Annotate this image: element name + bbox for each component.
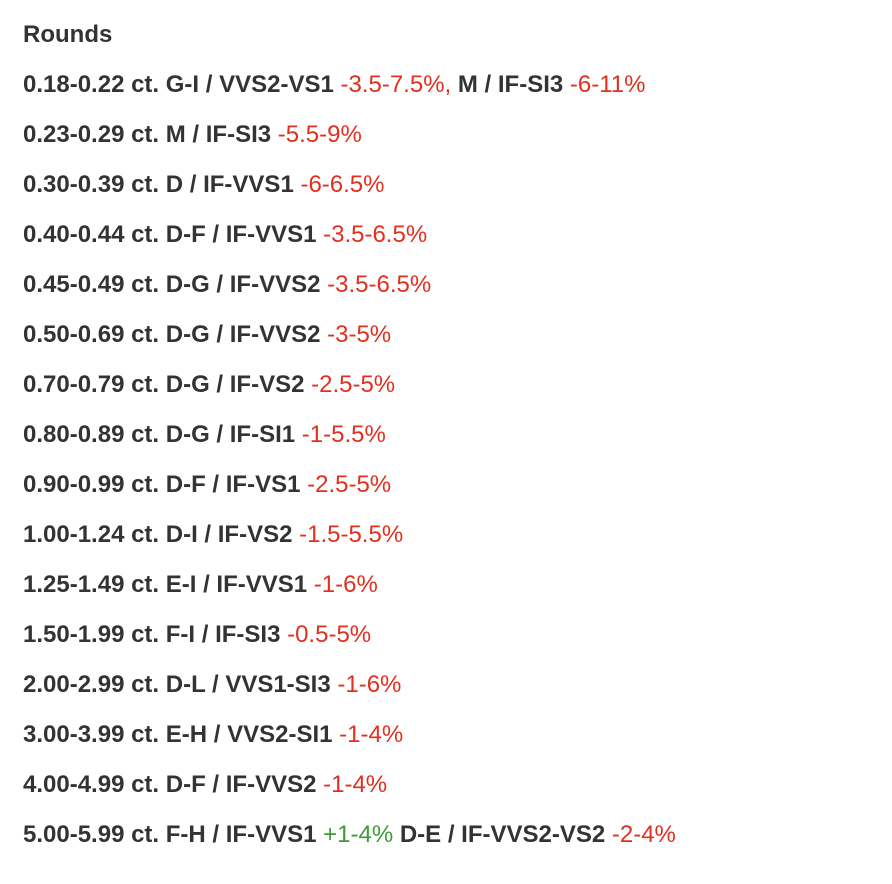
price-change-negative: -6-11% (569, 71, 646, 98)
list-item: 0.90-0.99 ct. D-F / IF-VS1 -2.5-5% (23, 470, 892, 520)
list-item: 5.00-5.99 ct. F-H / IF-VVS1 +1-4% D-E / … (23, 820, 892, 870)
price-change-negative: -6-6.5% (300, 171, 385, 198)
list-item: 0.40-0.44 ct. D-F / IF-VVS1 -3.5-6.5% (23, 220, 892, 270)
grade-range-text: 0.40-0.44 ct. D-F / IF-VVS1 (23, 221, 324, 248)
grade-range-text: 1.25-1.49 ct. E-I / IF-VVS1 (23, 571, 314, 598)
list-item: 1.50-1.99 ct. F-I / IF-SI3 -0.5-5% (23, 620, 892, 670)
price-change-negative: -0.5-5% (287, 621, 372, 648)
grade-range-text: 1.50-1.99 ct. F-I / IF-SI3 (23, 621, 288, 648)
list-item: 0.50-0.69 ct. D-G / IF-VVS2 -3-5% (23, 320, 892, 370)
list-item: 0.70-0.79 ct. D-G / IF-VS2 -2.5-5% (23, 370, 892, 420)
price-change-negative: -2.5-5% (307, 471, 392, 498)
price-change-negative: -1-4% (339, 721, 404, 748)
price-change-list: 0.18-0.22 ct. G-I / VVS2-VS1 -3.5-7.5%, … (23, 70, 892, 870)
price-change-negative: -1-5.5% (301, 421, 386, 448)
price-change-positive: +1-4% (323, 821, 394, 848)
grade-range-text: D-E / IF-VVS2-VS2 (393, 821, 612, 848)
grade-range-text: 0.45-0.49 ct. D-G / IF-VVS2 (23, 271, 328, 298)
list-item: 4.00-4.99 ct. D-F / IF-VVS2 -1-4% (23, 770, 892, 820)
list-item: 0.80-0.89 ct. D-G / IF-SI1 -1-5.5% (23, 420, 892, 470)
price-change-negative: -5.5-9% (277, 121, 362, 148)
grade-range-text: 2.00-2.99 ct. D-L / VVS1-SI3 (23, 671, 338, 698)
price-change-negative: -1-6% (313, 571, 378, 598)
grade-range-text: 1.00-1.24 ct. D-I / IF-VS2 (23, 521, 300, 548)
price-change-negative: -3.5-7.5%, (340, 71, 452, 98)
list-item: 1.25-1.49 ct. E-I / IF-VVS1 -1-6% (23, 570, 892, 620)
price-change-negative: -2.5-5% (311, 371, 396, 398)
list-item: 3.00-3.99 ct. E-H / VVS2-SI1 -1-4% (23, 720, 892, 770)
grade-range-text: 3.00-3.99 ct. E-H / VVS2-SI1 (23, 721, 340, 748)
price-change-negative: -3.5-6.5% (323, 221, 428, 248)
grade-range-text: 5.00-5.99 ct. F-H / IF-VVS1 (23, 821, 324, 848)
price-change-negative: -1.5-5.5% (299, 521, 404, 548)
list-item: 1.00-1.24 ct. D-I / IF-VS2 -1.5-5.5% (23, 520, 892, 570)
price-change-negative: -3.5-6.5% (327, 271, 432, 298)
list-item: 0.18-0.22 ct. G-I / VVS2-VS1 -3.5-7.5%, … (23, 70, 892, 120)
list-item: 0.45-0.49 ct. D-G / IF-VVS2 -3.5-6.5% (23, 270, 892, 320)
grade-range-text: 0.80-0.89 ct. D-G / IF-SI1 (23, 421, 302, 448)
section-heading: Rounds (23, 21, 113, 48)
price-change-negative: -2-4% (611, 821, 676, 848)
grade-range-text: 0.90-0.99 ct. D-F / IF-VS1 (23, 471, 308, 498)
grade-range-text: 0.70-0.79 ct. D-G / IF-VS2 (23, 371, 312, 398)
grade-range-text: 4.00-4.99 ct. D-F / IF-VVS2 (23, 771, 324, 798)
grade-range-text: 0.50-0.69 ct. D-G / IF-VVS2 (23, 321, 328, 348)
list-item: 2.00-2.99 ct. D-L / VVS1-SI3 -1-6% (23, 670, 892, 720)
price-change-negative: -1-6% (337, 671, 402, 698)
price-change-negative: -1-4% (323, 771, 388, 798)
grade-range-text: M / IF-SI3 (451, 71, 570, 98)
list-item: 0.30-0.39 ct. D / IF-VVS1 -6-6.5% (23, 170, 892, 220)
list-item: 0.23-0.29 ct. M / IF-SI3 -5.5-9% (23, 120, 892, 170)
grade-range-text: 0.18-0.22 ct. G-I / VVS2-VS1 (23, 71, 341, 98)
grade-range-text: 0.23-0.29 ct. M / IF-SI3 (23, 121, 278, 148)
grade-range-text: 0.30-0.39 ct. D / IF-VVS1 (23, 171, 301, 198)
price-change-negative: -3-5% (327, 321, 392, 348)
